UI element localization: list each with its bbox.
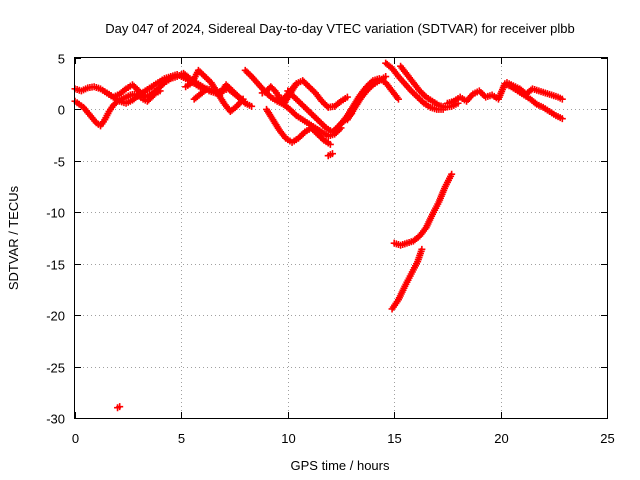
y-axis-label: SDTVAR / TECUs xyxy=(6,185,21,290)
y-tick-label: 0 xyxy=(58,103,65,118)
x-tick-label: 5 xyxy=(178,431,185,446)
data-point xyxy=(418,245,426,253)
y-tick-label: -15 xyxy=(46,258,65,273)
y-tick-label: -30 xyxy=(46,412,65,427)
data-point xyxy=(116,403,124,411)
x-tick-label: 10 xyxy=(281,431,295,446)
data-point xyxy=(448,170,456,178)
x-tick-label: 15 xyxy=(387,431,401,446)
y-tick-label: -5 xyxy=(53,155,65,170)
y-tick-label: -25 xyxy=(46,361,65,376)
y-tick-label: -20 xyxy=(46,309,65,324)
data-point xyxy=(156,87,164,95)
y-tick-label: 5 xyxy=(58,52,65,67)
data-point xyxy=(328,150,336,158)
data-point xyxy=(558,115,566,123)
x-tick-label: 20 xyxy=(494,431,508,446)
data-point xyxy=(394,95,402,103)
data-point xyxy=(292,80,300,88)
data-points xyxy=(71,59,566,412)
data-point xyxy=(150,90,158,98)
plot-frame xyxy=(74,57,608,419)
grid-lines xyxy=(75,58,607,418)
data-point xyxy=(343,93,351,101)
x-tick-label: 25 xyxy=(600,431,614,446)
axes: 0 5 10 15 20 25 5 0 -5 -10 -15 -20 -25 -30 xyxy=(46,52,615,447)
x-axis-label: GPS time / hours xyxy=(291,458,390,473)
chart-title: Day 047 of 2024, Sidereal Day-to-day VTE… xyxy=(105,21,574,36)
x-tick-label: 0 xyxy=(72,431,79,446)
data-point xyxy=(382,73,390,81)
data-point xyxy=(558,95,566,103)
data-point xyxy=(248,102,256,110)
data-point xyxy=(326,140,334,148)
y-tick-label: -10 xyxy=(46,206,65,221)
